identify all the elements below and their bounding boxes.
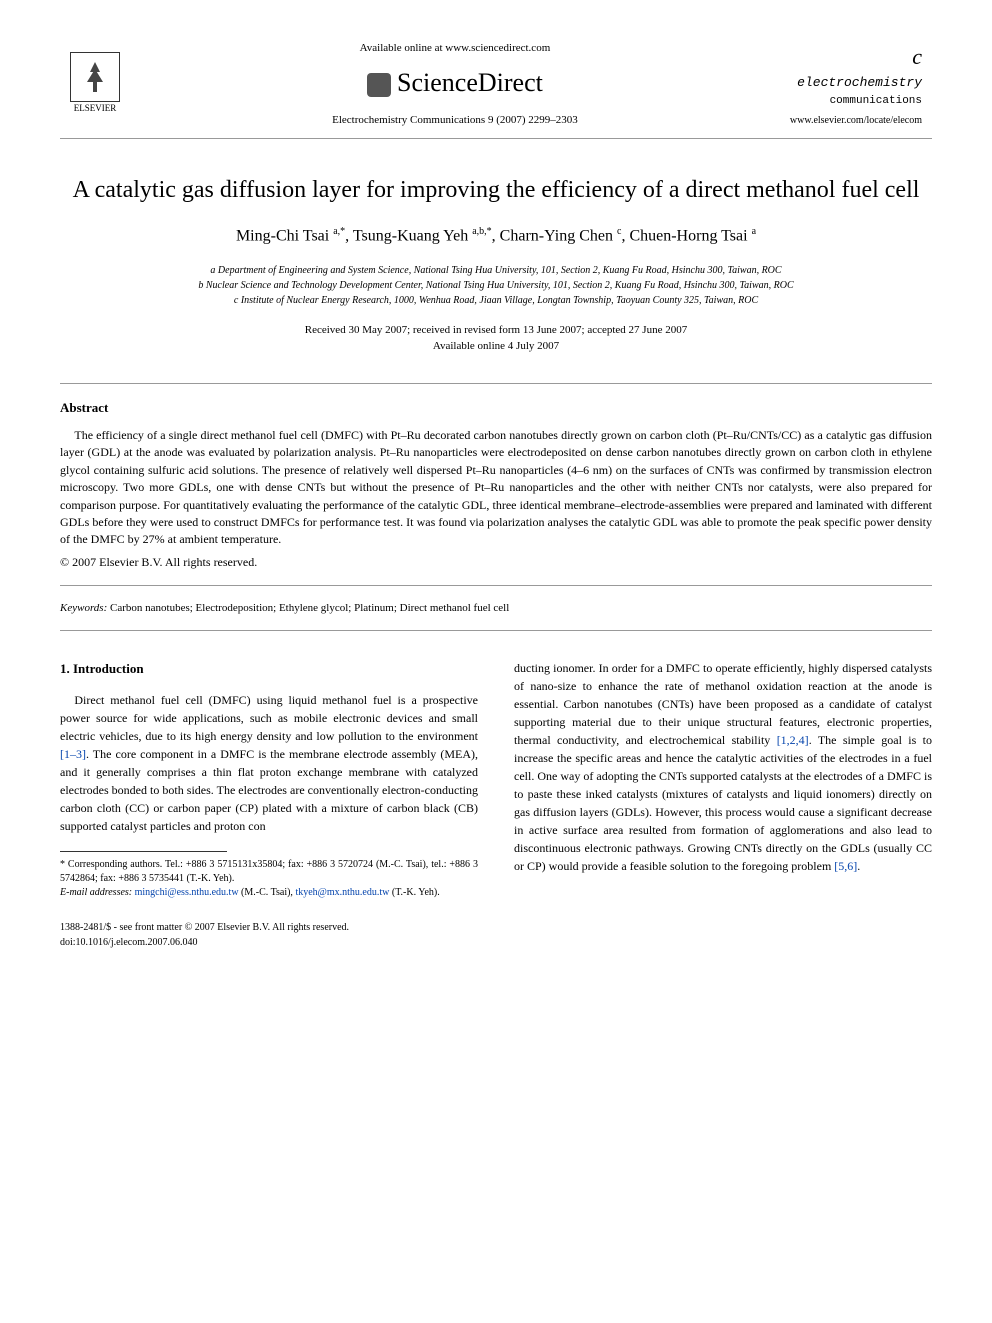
dates-received: Received 30 May 2007; received in revise…: [60, 322, 932, 339]
journal-logo: c electrochemistry communications www.el…: [790, 40, 922, 128]
elsevier-tree-icon: [70, 52, 120, 102]
corresponding-footnote: * Corresponding authors. Tel.: +886 3 57…: [60, 858, 478, 900]
email-1-name: (M.-C. Tsai),: [239, 887, 296, 898]
journal-logo-title: electrochemistry: [790, 73, 922, 93]
intro-para-left: Direct methanol fuel cell (DMFC) using l…: [60, 691, 478, 835]
page-header: ELSEVIER Available online at www.science…: [60, 40, 932, 139]
intro-para-right: ducting ionomer. In order for a DMFC to …: [514, 659, 932, 875]
email-2[interactable]: tkyeh@mx.nthu.edu.tw: [295, 887, 389, 898]
corresponding-authors: * Corresponding authors. Tel.: +886 3 57…: [60, 858, 478, 886]
journal-website: www.elsevier.com/locate/elecom: [790, 113, 922, 128]
journal-reference: Electrochemistry Communications 9 (2007)…: [120, 112, 790, 129]
ref-1-2-4[interactable]: [1,2,4]: [777, 733, 809, 747]
abstract-copyright: © 2007 Elsevier B.V. All rights reserved…: [60, 553, 932, 571]
keywords-label: Keywords:: [60, 602, 107, 614]
sciencedirect-text: ScienceDirect: [397, 68, 543, 97]
footnote-separator: [60, 851, 227, 852]
main-columns: 1. Introduction Direct methanol fuel cel…: [60, 659, 932, 900]
email-line: E-mail addresses: mingchi@ess.nthu.edu.t…: [60, 886, 478, 900]
ref-1-3[interactable]: [1–3]: [60, 747, 86, 761]
paper-title: A catalytic gas diffusion layer for impr…: [60, 175, 932, 206]
abstract-body: The efficiency of a single direct methan…: [60, 428, 932, 546]
footer-copyright: 1388-2481/$ - see front matter © 2007 El…: [60, 920, 349, 935]
sciencedirect-logo: ScienceDirect: [120, 63, 790, 102]
elsevier-logo: ELSEVIER: [70, 52, 120, 116]
keywords-text: Carbon nanotubes; Electrodeposition; Eth…: [107, 602, 509, 614]
available-online-text: Available online at www.sciencedirect.co…: [120, 40, 790, 57]
abstract-section: Abstract The efficiency of a single dire…: [60, 383, 932, 586]
affiliation-c: c Institute of Nuclear Energy Research, …: [60, 293, 932, 308]
email-label: E-mail addresses:: [60, 887, 135, 898]
footer-doi: doi:10.1016/j.elecom.2007.06.040: [60, 935, 349, 950]
right-column: ducting ionomer. In order for a DMFC to …: [514, 659, 932, 900]
journal-logo-mark: c: [790, 40, 922, 73]
email-2-name: (T.-K. Yeh).: [389, 887, 439, 898]
center-header: Available online at www.sciencedirect.co…: [120, 40, 790, 128]
dates-block: Received 30 May 2007; received in revise…: [60, 322, 932, 355]
elsevier-label: ELSEVIER: [74, 102, 117, 116]
dates-available: Available online 4 July 2007: [60, 338, 932, 355]
footer-left: 1388-2481/$ - see front matter © 2007 El…: [60, 920, 349, 950]
page-footer: 1388-2481/$ - see front matter © 2007 El…: [60, 920, 932, 950]
ref-5-6[interactable]: [5,6]: [834, 859, 857, 873]
sciencedirect-icon: [367, 73, 391, 97]
section-1-heading: 1. Introduction: [60, 659, 478, 679]
affiliation-a: a Department of Engineering and System S…: [60, 263, 932, 278]
authors-line: Ming-Chi Tsai a,*, Tsung-Kuang Yeh a,b,*…: [60, 224, 932, 248]
affiliations: a Department of Engineering and System S…: [60, 263, 932, 308]
email-1[interactable]: mingchi@ess.nthu.edu.tw: [135, 887, 239, 898]
journal-logo-subtitle: communications: [790, 93, 922, 110]
left-column: 1. Introduction Direct methanol fuel cel…: [60, 659, 478, 900]
keywords-line: Keywords: Carbon nanotubes; Electrodepos…: [60, 594, 932, 632]
affiliation-b: b Nuclear Science and Technology Develop…: [60, 278, 932, 293]
abstract-heading: Abstract: [60, 398, 932, 418]
abstract-text: The efficiency of a single direct methan…: [60, 427, 932, 549]
